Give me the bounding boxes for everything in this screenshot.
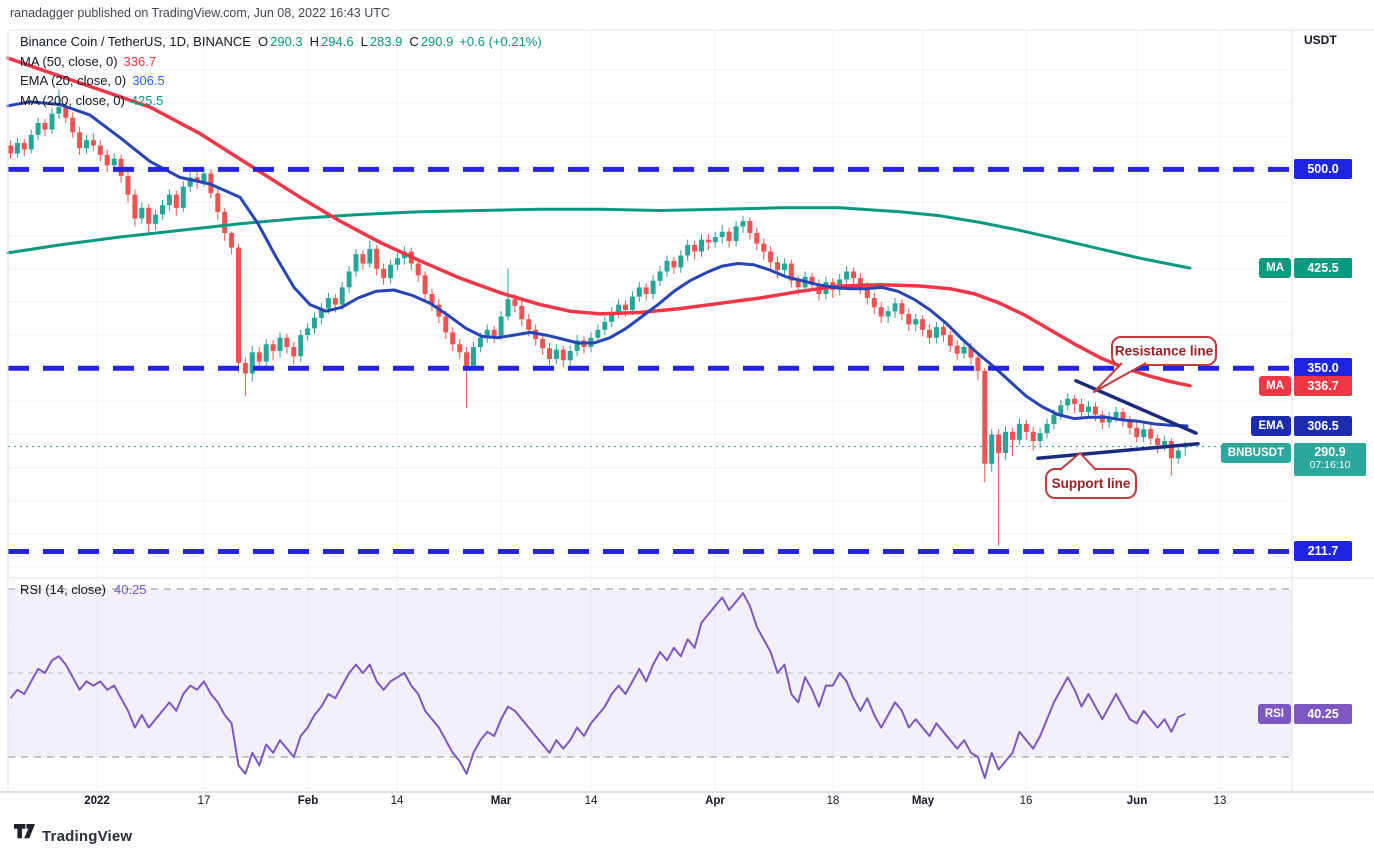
time-axis-label: 14 [584, 795, 598, 807]
last-price-badge-value: 290.9 07:16:10 [1294, 442, 1366, 476]
time-axis-label: Mar [490, 795, 512, 807]
level-211-badge: 211.7 [1294, 541, 1352, 562]
price-axis[interactable]: 575.0550.0525.0475.0450.0400.0375.0325.0… [1292, 30, 1374, 792]
rsi-badge: RSI 40.25 [1257, 703, 1352, 724]
last-price-badge-chip: BNBUSDT [1220, 442, 1291, 463]
rsi-badge-value: 40.25 [1294, 703, 1352, 724]
price-axis-currency: USDT [1304, 33, 1337, 47]
time-axis-label: Jun [1126, 795, 1148, 807]
ma200-badge-value: 425.5 [1294, 258, 1352, 279]
tradingview-logo-icon [14, 824, 35, 848]
ema20-badge-chip: EMA [1251, 415, 1291, 436]
tradingview-logo-text: TradingView [42, 827, 133, 845]
ma50-badge-value: 336.7 [1294, 375, 1352, 396]
time-axis-label: May [911, 795, 935, 807]
time-axis-label: 16 [1019, 795, 1033, 807]
time-axis-label: 14 [390, 795, 404, 807]
ma50-badge: MA 336.7 [1259, 375, 1352, 396]
time-axis-label: 13 [1213, 795, 1227, 807]
resistance-line-callout[interactable]: Resistance line [1115, 344, 1214, 359]
time-axis-label: 18 [826, 795, 840, 807]
ma200-badge: MA 425.5 [1259, 258, 1352, 279]
level-500-badge: 500.0 [1294, 159, 1352, 180]
tradingview-logo[interactable]: TradingView [14, 824, 132, 848]
ema20-badge-value: 306.5 [1294, 415, 1352, 436]
time-axis-label: 2022 [84, 795, 110, 807]
support-line-callout[interactable]: Support line [1052, 476, 1131, 491]
rsi-badge-chip: RSI [1257, 703, 1291, 724]
time-axis-label: Apr [705, 795, 725, 807]
level-350-badge-value: 350.0 [1294, 358, 1352, 379]
last-price-badge: BNBUSDT 290.9 07:16:10 [1220, 442, 1366, 476]
level-211-badge-value: 211.7 [1294, 541, 1352, 562]
level-350-badge: 350.0 [1294, 358, 1352, 379]
ema20-badge: EMA 306.5 [1251, 415, 1352, 436]
ma50-badge-chip: MA [1259, 375, 1291, 396]
time-axis-label: Feb [297, 795, 319, 807]
ma200-badge-chip: MA [1259, 258, 1291, 279]
time-axis-label: 17 [197, 795, 211, 807]
level-500-badge-value: 500.0 [1294, 159, 1352, 180]
publish-header: ranadagger published on TradingView.com,… [10, 6, 390, 20]
